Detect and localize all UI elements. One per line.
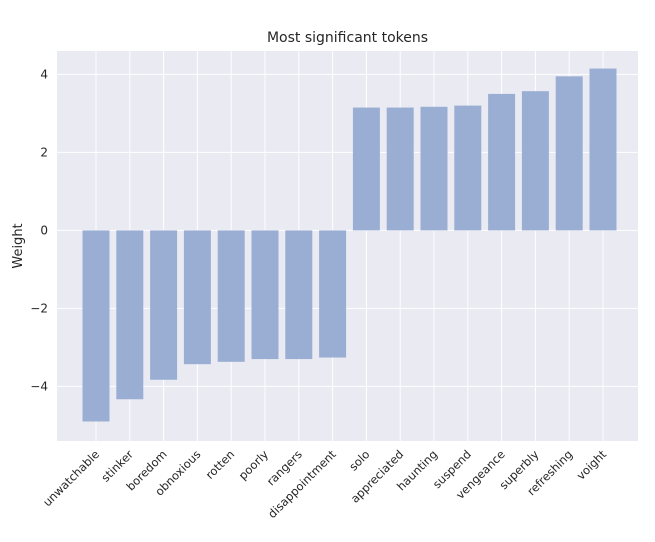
- bar-appreciated: [386, 107, 414, 231]
- x-tick-label: unwatchable: [40, 447, 102, 509]
- bar-rotten: [217, 230, 245, 362]
- bar-haunting: [420, 106, 448, 231]
- y-tick-label: −2: [30, 301, 48, 315]
- x-tick-label: voight: [574, 447, 610, 483]
- bar-unwatchable: [82, 230, 110, 422]
- chart-title: Most significant tokens: [267, 30, 428, 46]
- bar-boredom: [150, 230, 178, 380]
- bar-rangers: [285, 230, 313, 360]
- y-tick-label: −4: [30, 379, 48, 393]
- bar-obnoxious: [183, 230, 211, 365]
- bars: [82, 68, 617, 422]
- y-axis-label: Weight: [11, 223, 26, 268]
- bar-disappointment: [319, 230, 347, 358]
- bar-vengeance: [488, 93, 516, 231]
- y-tick-label: 4: [40, 67, 48, 81]
- bar-poorly: [251, 230, 279, 360]
- y-axis-ticks: −4 −2 0 2 4: [30, 67, 48, 393]
- y-tick-label: 0: [40, 223, 48, 237]
- bar-voight: [589, 68, 617, 231]
- bar-refreshing: [555, 76, 583, 231]
- bar-solo: [352, 107, 380, 231]
- x-tick-label: solo: [346, 447, 372, 473]
- bar-superbly: [521, 91, 549, 231]
- bar-stinker: [116, 230, 144, 400]
- bar-suspend: [454, 105, 482, 231]
- x-tick-label: rotten: [203, 447, 238, 482]
- y-tick-label: 2: [40, 145, 48, 159]
- plot-area: [57, 51, 638, 441]
